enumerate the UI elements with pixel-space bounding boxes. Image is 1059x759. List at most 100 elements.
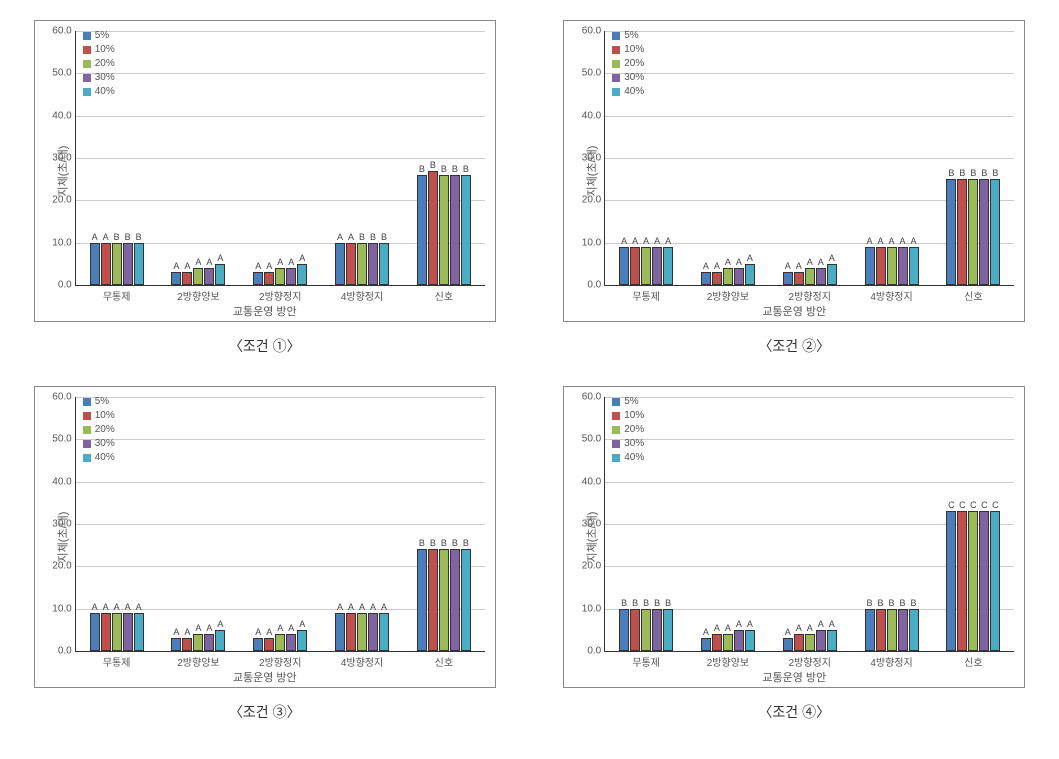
bar-wrapper: A: [827, 254, 837, 285]
bar: [865, 247, 875, 285]
bar: [428, 171, 438, 285]
bar-groups: BBBBB무통제AAAAA2방향양보AAAAA2방향정지BBBBB4방향정지CC…: [605, 397, 1014, 651]
bar-wrapper: A: [90, 233, 100, 285]
bar-wrapper: A: [297, 620, 307, 651]
legend-label: 20%: [95, 57, 115, 71]
bar: [946, 511, 956, 651]
bar-wrapper: B: [630, 599, 640, 651]
legend-item: 30%: [83, 71, 115, 85]
category-label: 무통제: [632, 285, 660, 303]
bar-wrapper: A: [630, 237, 640, 285]
bar-value-label: A: [736, 258, 742, 267]
bar-wrapper: A: [101, 603, 111, 651]
bar-value-label: B: [430, 161, 436, 170]
bar: [357, 243, 367, 285]
y-tick-label: 20.0: [582, 561, 605, 572]
bar: [134, 613, 144, 651]
bar-value-label: A: [337, 603, 343, 612]
legend-swatch: [612, 88, 620, 96]
bar-value-label: A: [92, 233, 98, 242]
bar-wrapper: B: [898, 599, 908, 651]
bar: [204, 268, 214, 285]
legend-swatch: [83, 74, 91, 82]
legend: 5%10%20%30%40%: [83, 395, 115, 465]
bar-wrapper: B: [123, 233, 133, 285]
bar: [794, 634, 804, 651]
y-tick-label: 60.0: [582, 392, 605, 403]
bar-value-label: A: [736, 620, 742, 629]
bar-wrapper: B: [450, 539, 460, 651]
bar: [182, 638, 192, 651]
bar-wrapper: B: [641, 599, 651, 651]
bar-wrapper: A: [264, 262, 274, 285]
legend-item: 20%: [612, 423, 644, 437]
bar: [946, 179, 956, 285]
bar-wrapper: B: [428, 539, 438, 651]
bar-wrapper: A: [346, 233, 356, 285]
category-label: 2방향양보: [177, 285, 219, 303]
bar-group: AAAAA무통제: [90, 603, 144, 651]
bar-value-label: B: [419, 165, 425, 174]
bar: [701, 272, 711, 285]
legend-item: 30%: [83, 437, 115, 451]
bar-value-label: A: [195, 258, 201, 267]
bar: [193, 634, 203, 651]
bar: [171, 638, 181, 651]
bar-wrapper: A: [171, 262, 181, 285]
legend-label: 10%: [95, 409, 115, 423]
bar: [619, 247, 629, 285]
legend-swatch: [83, 440, 91, 448]
bar-wrapper: B: [461, 165, 471, 285]
bar-wrapper: A: [783, 628, 793, 651]
bar-value-label: A: [807, 258, 813, 267]
bar-wrapper: A: [783, 262, 793, 285]
bar: [876, 609, 886, 651]
plot-area: 0.010.020.030.040.050.060.0AAAAA무통제AAAAA…: [75, 397, 485, 652]
bar-group: BBBBB신호: [417, 161, 471, 285]
category-label: 2방향정지: [259, 285, 301, 303]
bar-value-label: B: [632, 599, 638, 608]
bar-value-label: B: [419, 539, 425, 548]
bar-wrapper: A: [794, 262, 804, 285]
bar: [712, 272, 722, 285]
y-tick-label: 50.0: [582, 434, 605, 445]
bar-value-label: A: [796, 624, 802, 633]
legend-item: 10%: [612, 409, 644, 423]
bar: [90, 613, 100, 651]
bar-wrapper: B: [379, 233, 389, 285]
bar-group: BBBBB무통제: [619, 599, 673, 651]
legend-swatch: [83, 398, 91, 406]
bar-value-label: A: [173, 628, 179, 637]
bar-wrapper: A: [182, 262, 192, 285]
bar-value-label: A: [785, 628, 791, 637]
bar-group: AAAAA2방향정지: [253, 620, 307, 651]
chart-panel-2: 5%10%20%30%40%지체(초/대)교통운영 방안0.010.020.03…: [550, 20, 1040, 356]
bar-wrapper: A: [701, 262, 711, 285]
bar-wrapper: C: [990, 501, 1000, 651]
legend-item: 20%: [83, 423, 115, 437]
bar-value-label: B: [911, 599, 917, 608]
legend-item: 10%: [83, 43, 115, 57]
bar-wrapper: B: [957, 169, 967, 285]
bar-wrapper: A: [253, 262, 263, 285]
bar: [968, 511, 978, 651]
bar-wrapper: B: [417, 539, 427, 651]
category-label: 신호: [964, 651, 982, 669]
bar: [123, 613, 133, 651]
y-tick-label: 0.0: [587, 280, 605, 291]
bar: [630, 247, 640, 285]
legend-label: 30%: [624, 437, 644, 451]
y-tick-label: 0.0: [58, 280, 76, 291]
bar-value-label: B: [900, 599, 906, 608]
category-label: 2방향양보: [177, 651, 219, 669]
legend-swatch: [83, 454, 91, 462]
legend-item: 5%: [83, 29, 115, 43]
bar-value-label: B: [643, 599, 649, 608]
legend-item: 10%: [83, 409, 115, 423]
bar: [876, 247, 886, 285]
category-label: 2방향양보: [707, 285, 749, 303]
legend-item: 5%: [612, 395, 644, 409]
y-tick-label: 10.0: [52, 237, 75, 248]
x-axis-label: 교통운영 방안: [233, 669, 297, 685]
legend-swatch: [612, 440, 620, 448]
